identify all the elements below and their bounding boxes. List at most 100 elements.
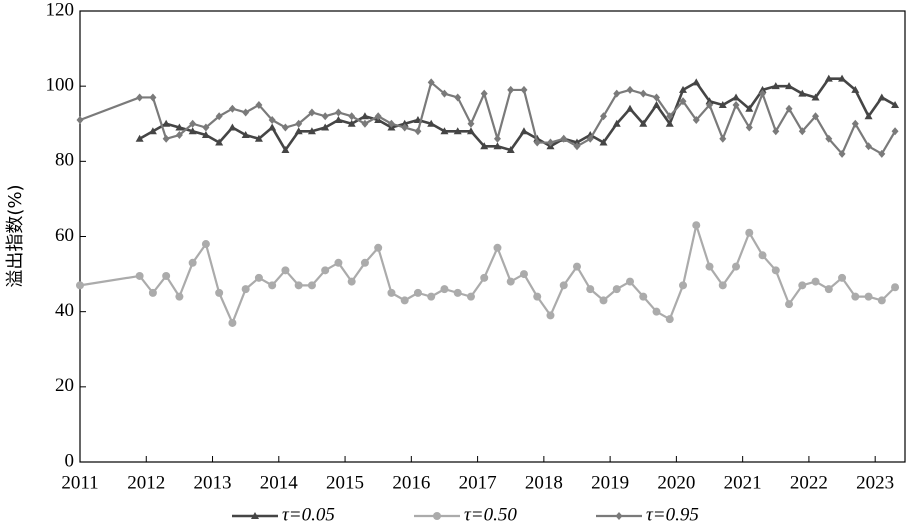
data-point	[586, 285, 595, 294]
data-point	[838, 149, 846, 158]
data-point	[745, 104, 754, 112]
data-point	[732, 100, 740, 109]
data-point	[719, 134, 727, 143]
data-point	[374, 243, 383, 252]
data-point	[321, 266, 330, 275]
data-point	[241, 131, 250, 139]
data-point	[268, 123, 277, 131]
data-point	[559, 281, 568, 290]
data-point	[560, 134, 568, 143]
data-point	[427, 119, 436, 127]
data-point	[228, 123, 237, 131]
data-point	[877, 296, 886, 305]
data-point	[162, 271, 171, 280]
y-tick-label: 120	[46, 0, 75, 20]
data-point	[613, 89, 621, 98]
data-point	[202, 123, 210, 132]
data-point	[251, 512, 259, 519]
data-point	[838, 74, 847, 82]
data-point	[771, 266, 780, 275]
data-point	[189, 119, 197, 128]
data-point	[785, 300, 794, 309]
x-tick-label: 2018	[525, 472, 563, 493]
data-point	[546, 311, 555, 320]
y-tick-label: 0	[65, 450, 75, 471]
data-point	[706, 100, 714, 109]
y-tick-label: 40	[55, 300, 74, 321]
data-point	[771, 82, 780, 90]
data-point	[865, 142, 873, 151]
data-point	[215, 138, 224, 146]
data-point	[480, 273, 489, 282]
data-point	[533, 138, 541, 147]
data-point	[506, 146, 515, 154]
data-point	[851, 292, 860, 301]
data-point	[387, 288, 396, 297]
data-point	[612, 119, 621, 127]
data-point	[215, 112, 223, 121]
data-point	[175, 131, 183, 140]
x-tick-label: 2019	[591, 472, 629, 493]
data-point	[360, 258, 369, 267]
data-point	[798, 127, 806, 136]
data-point	[414, 127, 422, 136]
data-point	[507, 85, 515, 94]
data-point	[615, 512, 623, 520]
data-point	[254, 273, 263, 282]
data-point	[758, 251, 767, 260]
data-point	[612, 285, 621, 294]
data-point	[732, 262, 741, 271]
data-point	[215, 288, 224, 297]
data-point	[626, 277, 634, 286]
data-point	[453, 288, 462, 297]
data-point	[692, 221, 701, 230]
data-point	[135, 271, 144, 280]
data-point	[599, 138, 608, 146]
data-point	[639, 89, 647, 98]
data-point	[493, 142, 502, 150]
data-point	[493, 243, 502, 252]
data-point	[268, 115, 276, 124]
plot-frame	[79, 10, 906, 463]
data-point	[440, 127, 449, 135]
data-point	[665, 315, 674, 324]
data-point	[838, 273, 847, 282]
data-point	[401, 123, 409, 132]
data-point	[798, 281, 807, 290]
x-tick-label: 2014	[260, 472, 299, 493]
data-point	[572, 262, 581, 271]
x-tick-label: 2011	[61, 472, 98, 493]
data-point	[281, 146, 290, 154]
data-point	[188, 258, 197, 267]
data-point	[466, 292, 475, 301]
data-point	[864, 112, 873, 120]
data-point	[228, 318, 237, 327]
data-point	[308, 108, 316, 117]
data-point	[268, 281, 277, 290]
data-point	[374, 112, 382, 121]
data-point	[136, 93, 144, 102]
data-point	[705, 262, 714, 271]
data-point	[877, 93, 886, 101]
data-point	[334, 115, 343, 123]
x-tick-label: 2023	[856, 472, 894, 493]
data-point	[864, 292, 873, 301]
data-point	[745, 123, 753, 132]
data-point	[546, 138, 554, 147]
data-point	[705, 97, 714, 105]
data-point	[242, 108, 250, 117]
data-point	[811, 93, 820, 101]
data-point	[891, 283, 900, 292]
data-point	[76, 115, 84, 124]
data-point	[201, 240, 210, 249]
data-point	[241, 285, 250, 294]
data-point	[175, 292, 184, 301]
data-point	[639, 119, 648, 127]
data-point	[759, 89, 767, 98]
data-point	[785, 104, 793, 113]
data-point	[255, 100, 263, 109]
y-tick-label: 20	[55, 375, 74, 396]
data-point	[387, 119, 395, 128]
data-point	[718, 281, 727, 290]
legend-label: τ=0.05	[282, 504, 335, 525]
